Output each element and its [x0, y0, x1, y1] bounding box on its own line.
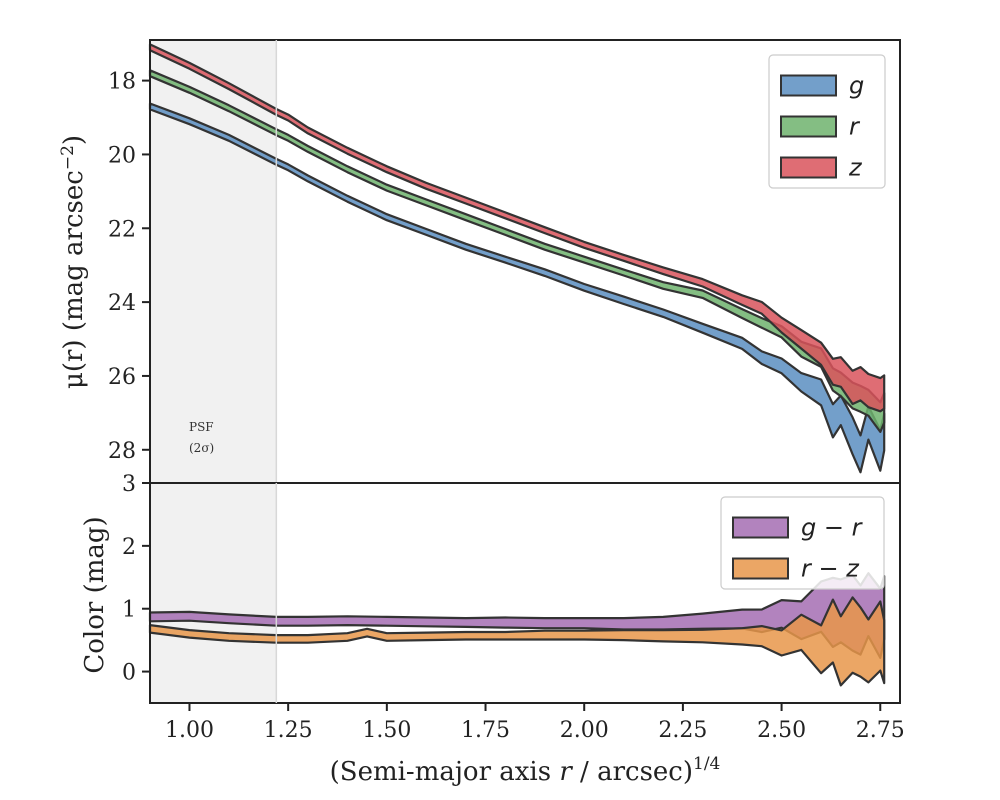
top-legend: grz — [768, 54, 886, 189]
bottom-ytick-label-2: 2 — [122, 535, 136, 560]
xtick-label-0: 1.00 — [165, 718, 214, 743]
psf-band — [150, 40, 277, 483]
top-ylabel-main: μ(r) (mag arcsec — [59, 170, 89, 389]
bottom-ytick-label-0: 0 — [122, 661, 136, 686]
top-ylabel-close: ) — [59, 135, 89, 145]
bottom-y-axis-label: Color (mag) — [80, 516, 110, 673]
bottom-axes-frame — [149, 482, 901, 704]
xtick-label-5: 2.25 — [658, 718, 707, 743]
top-ytick-label-1: 20 — [108, 143, 136, 168]
legend-swatch-1 — [780, 115, 837, 138]
mu-band-1 — [148, 69, 886, 433]
legend-label-0: g − r — [801, 514, 864, 542]
top-y-axis-label: μ(r) (mag arcsec−2) — [58, 135, 89, 389]
xtick-label-6: 2.50 — [757, 718, 806, 743]
bottom-legend: g − r r − z — [720, 496, 885, 590]
psf-label-line2: (2σ) — [189, 441, 214, 455]
legend-label-1: r − z — [801, 555, 860, 583]
x-axis-label: (Semi-major axis r / arcsec)1/4 — [330, 754, 721, 787]
xlabel-prefix: (Semi-major axis — [330, 757, 560, 787]
bottom-x-ticks: 1.00 1.25 1.50 1.75 2.00 2.25 2.50 2.75 — [165, 703, 905, 743]
legend-label-1: r — [849, 113, 861, 141]
bottom-y-ticks: 0 1 2 3 — [122, 472, 150, 686]
xlabel-sup: 1/4 — [693, 754, 720, 774]
bottom-ytick-label-1: 1 — [122, 598, 136, 623]
legend-label-0: g — [849, 72, 864, 100]
mu-band-2 — [148, 43, 886, 413]
xtick-label-1: 1.25 — [264, 718, 313, 743]
legend-swatch-0 — [732, 516, 789, 539]
xtick-label-7: 2.75 — [856, 718, 905, 743]
xtick-label-2: 1.50 — [362, 718, 411, 743]
legend-swatch-2 — [780, 156, 837, 179]
top-y-ticks: 18 20 22 24 26 28 — [108, 70, 150, 464]
mu-band-0 — [148, 102, 886, 474]
color-panel: 0 1 2 3 1.00 1.25 1.50 1.75 2.00 2.25 2.50 2.75 g … — [80, 472, 905, 787]
xlabel-mid: / arcsec) — [572, 757, 693, 787]
bottom-ytick-label-3: 3 — [122, 472, 136, 497]
top-ytick-label-5: 28 — [108, 439, 136, 464]
color-band-1 — [148, 596, 886, 687]
xlabel-var: r — [559, 757, 573, 787]
legend-swatch-0 — [780, 74, 837, 97]
top-ytick-label-4: 26 — [108, 365, 136, 390]
surface-brightness-series — [148, 43, 886, 474]
xtick-label-4: 2.00 — [560, 718, 609, 743]
surface-brightness-panel: 18 20 22 24 26 28 PSF (2σ) grz μ(r) (mag arcs… — [58, 39, 901, 484]
top-ytick-label-0: 18 — [108, 70, 136, 95]
psf-label-line1: PSF — [189, 420, 214, 434]
legend-swatch-1 — [732, 557, 789, 580]
top-ytick-label-2: 22 — [108, 217, 136, 242]
top-ylabel-sup: −2 — [58, 145, 78, 170]
top-ytick-label-3: 24 — [108, 291, 136, 316]
xtick-label-3: 1.75 — [461, 718, 510, 743]
legend-label-2: z — [848, 154, 863, 182]
psf-band-bottom — [150, 483, 277, 703]
